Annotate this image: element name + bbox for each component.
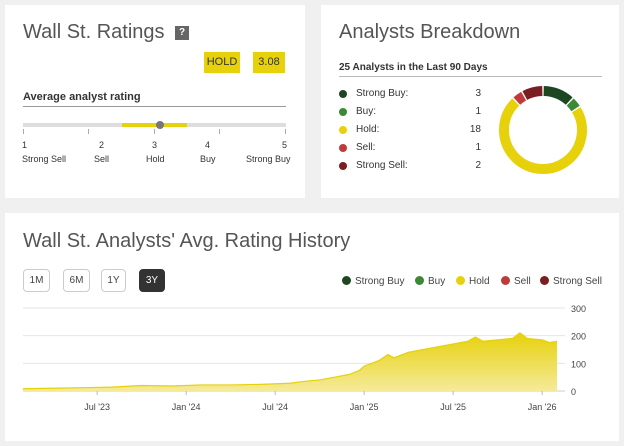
divider — [339, 76, 602, 77]
series-area-hold — [23, 332, 557, 391]
range-1m-button[interactable]: 1M — [23, 269, 50, 292]
rating-history-chart: 300 200 100 0 Jul '23 Jan '24 Jul '24 Jan '25 Ju… — [22, 304, 586, 412]
ratings-title: Wall St. Ratings — [23, 21, 165, 43]
y-tick-label: 0 — [571, 387, 576, 397]
breakdown-count: 3 — [475, 88, 481, 99]
donut-slice-sell — [513, 91, 527, 105]
x-tick-label: Jan '26 — [528, 402, 557, 412]
breakdown-count: 1 — [475, 106, 481, 117]
legend-label: Hold — [469, 276, 490, 287]
divider — [23, 106, 286, 107]
breakdown-row-hold: Hold: 18 — [339, 123, 481, 137]
rating-marker — [155, 121, 164, 129]
breakdown-row-strong-buy: Strong Buy: 3 — [339, 87, 481, 101]
breakdown-count: 2 — [475, 160, 481, 171]
strong-sell-dot-icon — [540, 276, 549, 285]
scale-label: Strong Buy — [246, 154, 291, 164]
legend-label: Strong Sell — [553, 276, 602, 287]
donut-slice-strong-buy — [543, 86, 573, 105]
breakdown-label: Sell: — [356, 142, 376, 153]
breakdown-label: Buy: — [356, 106, 377, 117]
help-icon[interactable]: ? — [175, 26, 189, 40]
scale-number: 1 — [22, 140, 28, 150]
scale-number: 5 — [282, 140, 288, 150]
scale-tick — [23, 129, 24, 134]
hold-dot-icon — [456, 276, 465, 285]
breakdown-count: 1 — [475, 142, 481, 153]
breakdown-count: 18 — [469, 124, 481, 135]
range-1y-button[interactable]: 1Y — [101, 269, 126, 292]
donut-slice-hold — [499, 98, 587, 174]
y-tick-label: 200 — [571, 332, 586, 342]
scale-number: 3 — [152, 140, 158, 150]
rating-badge: HOLD — [204, 52, 240, 73]
y-tick-label: 100 — [571, 359, 586, 369]
scale-number: 2 — [99, 140, 105, 150]
y-tick-label: 300 — [571, 304, 586, 314]
breakdown-subtitle: 25 Analysts in the Last 90 Days — [339, 62, 488, 73]
analysts-breakdown-card: Analysts Breakdown 25 Analysts in the La… — [321, 5, 619, 198]
breakdown-title: Analysts Breakdown — [339, 21, 521, 43]
x-tick-label: Jul '24 — [262, 402, 288, 412]
rating-range-bar — [121, 123, 188, 127]
legend-label: Strong Buy — [355, 276, 405, 287]
scale-tick — [219, 129, 220, 134]
series-line-hold — [22, 332, 558, 390]
x-tick-label: Jul '25 — [440, 402, 466, 412]
scale-tick — [285, 129, 286, 134]
average-rating-label: Average analyst rating — [23, 91, 141, 103]
breakdown-row-sell: Sell: 1 — [339, 141, 481, 155]
strong-sell-dot-icon — [339, 162, 347, 170]
legend-strong-buy[interactable]: Strong Buy — [342, 276, 404, 287]
breakdown-label: Hold: — [356, 124, 380, 135]
x-tick-label: Jan '25 — [350, 402, 379, 412]
breakdown-row-strong-sell: Strong Sell: 2 — [339, 159, 481, 173]
range-3y-button[interactable]: 3Y — [139, 269, 165, 292]
breakdown-row-buy: Buy: 1 — [339, 105, 481, 119]
rating-history-card: Wall St. Analysts' Avg. Rating History 1… — [5, 213, 619, 441]
scale-label: Buy — [200, 154, 216, 164]
history-title: Wall St. Analysts' Avg. Rating History — [23, 230, 351, 252]
legend-hold[interactable]: Hold — [456, 276, 490, 287]
scale-label: Sell — [94, 154, 110, 164]
scale-tick — [154, 129, 155, 134]
buy-dot-icon — [339, 108, 347, 116]
strong-buy-dot-icon — [339, 90, 347, 98]
strong-buy-dot-icon — [342, 276, 351, 285]
breakdown-label: Strong Sell: — [356, 160, 408, 171]
breakdown-label: Strong Buy: — [356, 88, 409, 99]
legend-label: Sell — [514, 276, 531, 287]
legend-label: Buy — [428, 276, 446, 287]
x-tick-label: Jul '23 — [84, 402, 110, 412]
legend-sell[interactable]: Sell — [501, 276, 531, 287]
donut-slice-buy — [566, 98, 580, 112]
score-badge: 3.08 — [253, 52, 285, 73]
hold-dot-icon — [339, 126, 347, 134]
sell-dot-icon — [501, 276, 510, 285]
scale-label: Hold — [146, 154, 165, 164]
donut-slice-strong-sell — [522, 86, 543, 101]
scale-number: 4 — [205, 140, 211, 150]
legend-buy[interactable]: Buy — [415, 276, 445, 287]
scale-tick — [88, 129, 89, 134]
legend-strong-sell[interactable]: Strong Sell — [540, 276, 602, 287]
range-6m-button[interactable]: 6M — [63, 269, 90, 292]
buy-dot-icon — [415, 276, 424, 285]
sell-dot-icon — [339, 144, 347, 152]
analysts-donut-chart — [499, 86, 587, 174]
wall-st-ratings-card: Wall St. Ratings ? HOLD 3.08 Average ana… — [5, 5, 305, 198]
scale-label: Strong Sell — [22, 154, 67, 164]
x-tick-label: Jan '24 — [172, 402, 201, 412]
